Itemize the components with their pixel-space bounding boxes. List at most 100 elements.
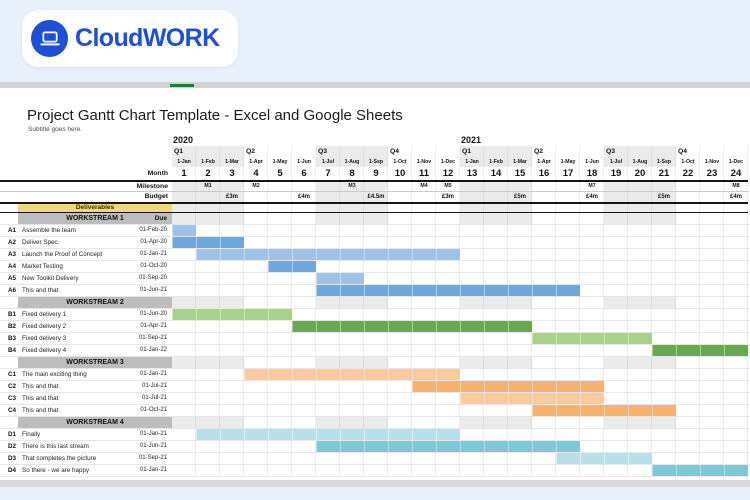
month-number-cell[interactable]: 20: [634, 168, 646, 179]
month-number-cell[interactable]: 9: [373, 168, 379, 179]
month-number-cell[interactable]: 10: [394, 168, 406, 179]
year-label[interactable]: 2021: [461, 135, 482, 145]
budget-cell[interactable]: £4m: [729, 193, 742, 200]
month-label[interactable]: 1-Apr: [249, 159, 263, 165]
month-number-cell[interactable]: 3: [229, 168, 235, 179]
quarter-label[interactable]: Q2: [246, 148, 256, 155]
task-due-date[interactable]: 01-Jan-21: [139, 371, 167, 377]
gantt-bar[interactable]: [244, 369, 460, 380]
task-due-date[interactable]: 01-Sep-21: [138, 455, 167, 461]
task-due-date[interactable]: 01-Jul-21: [141, 395, 167, 401]
year-label[interactable]: 2020: [173, 135, 194, 145]
gantt-bar[interactable]: [460, 393, 604, 404]
month-label[interactable]: 1-Jul: [321, 159, 335, 165]
month-label[interactable]: 1-Apr: [537, 159, 551, 165]
month-label[interactable]: 1-Dec: [728, 159, 744, 165]
month-label[interactable]: 1-Oct: [393, 159, 407, 165]
gantt-bar[interactable]: [172, 237, 244, 248]
month-label[interactable]: 1-May: [272, 159, 288, 165]
month-number-cell[interactable]: 1: [181, 168, 187, 179]
gantt-bar[interactable]: [652, 465, 748, 476]
milestone-cell[interactable]: M7: [588, 183, 596, 190]
month-number-cell[interactable]: 12: [442, 168, 454, 179]
gantt-bar[interactable]: [172, 225, 196, 236]
task-name[interactable]: Fixed delivery 4: [22, 346, 67, 354]
quarter-label[interactable]: Q1: [462, 148, 472, 155]
month-number-cell[interactable]: 4: [253, 168, 259, 179]
month-number-cell[interactable]: 2: [205, 168, 211, 179]
month-label[interactable]: 1-Nov: [416, 159, 432, 165]
quarter-label[interactable]: Q2: [534, 148, 544, 155]
gantt-bar[interactable]: [196, 249, 460, 260]
month-number-cell[interactable]: 23: [706, 168, 718, 179]
task-due-date[interactable]: 01-Feb-20: [139, 227, 167, 233]
task-due-date[interactable]: 01-Jan-22: [139, 347, 167, 353]
milestone-cell[interactable]: M2: [252, 183, 260, 190]
month-label[interactable]: 1-Sep: [656, 159, 672, 165]
budget-cell[interactable]: £5m: [513, 193, 526, 200]
task-due-date[interactable]: 01-Jan-21: [139, 431, 167, 437]
month-number-cell[interactable]: 11: [418, 168, 430, 179]
task-name[interactable]: The main exciting thing: [22, 370, 87, 378]
task-name[interactable]: This and that: [22, 382, 59, 390]
gantt-bar[interactable]: [292, 321, 532, 332]
task-due-date[interactable]: 01-Jan-21: [139, 251, 167, 257]
gantt-bar[interactable]: [652, 345, 748, 356]
gantt-bar[interactable]: [196, 429, 460, 440]
month-label[interactable]: 1-Jan: [465, 159, 479, 165]
quarter-label[interactable]: Q1: [174, 148, 184, 155]
budget-cell[interactable]: £4m: [585, 193, 598, 200]
task-due-date[interactable]: 01-Oct-21: [140, 407, 167, 413]
budget-cell[interactable]: £4m: [297, 193, 310, 200]
quarter-label[interactable]: Q3: [318, 148, 328, 155]
month-number-cell[interactable]: 21: [658, 168, 670, 179]
task-name[interactable]: Finally: [22, 430, 41, 438]
budget-cell[interactable]: £3m: [441, 193, 454, 200]
month-number-cell[interactable]: 6: [301, 168, 307, 179]
month-label[interactable]: 1-Jul: [609, 159, 623, 165]
task-due-date[interactable]: 01-Jun-21: [139, 443, 167, 449]
task-name[interactable]: This and that: [22, 406, 59, 414]
budget-cell[interactable]: £5m: [657, 193, 670, 200]
cloudwork-logo[interactable]: CloudWORK: [22, 10, 238, 67]
task-due-date[interactable]: 01-Sep-21: [138, 335, 167, 341]
task-name[interactable]: Deliver Spec.: [22, 238, 60, 246]
task-name[interactable]: That completes the picture: [22, 454, 97, 462]
month-number-cell[interactable]: 5: [277, 168, 283, 179]
workstream-label[interactable]: WORKSTREAM 2: [18, 296, 172, 308]
month-label[interactable]: 1-Mar: [513, 159, 527, 165]
gantt-bar[interactable]: [412, 381, 604, 392]
month-label[interactable]: 1-Oct: [681, 159, 695, 165]
month-label[interactable]: 1-Sep: [368, 159, 384, 165]
task-name[interactable]: So there - we are happy: [22, 466, 90, 474]
month-label[interactable]: 1-Dec: [440, 159, 456, 165]
task-due-date[interactable]: 01-Jun-20: [139, 311, 167, 317]
task-name[interactable]: Assemble the team: [22, 226, 76, 234]
month-label[interactable]: 1-Nov: [704, 159, 720, 165]
task-due-date[interactable]: 01-Jul-21: [141, 383, 167, 389]
month-number-cell[interactable]: 16: [538, 168, 550, 179]
gantt-bar[interactable]: [556, 453, 652, 464]
month-number-cell[interactable]: 7: [325, 168, 331, 179]
month-label[interactable]: 1-Jun: [585, 159, 599, 165]
gantt-bar[interactable]: [316, 285, 580, 296]
gantt-bar[interactable]: [532, 333, 652, 344]
month-number-cell[interactable]: 15: [514, 168, 526, 179]
month-number-cell[interactable]: 13: [466, 168, 478, 179]
task-name[interactable]: Fixed delivery 3: [22, 334, 67, 342]
budget-cell[interactable]: £4.5m: [367, 193, 385, 200]
month-label[interactable]: 1-May: [560, 159, 576, 165]
quarter-label[interactable]: Q3: [606, 148, 616, 155]
task-name[interactable]: Launch the Proof of Concept: [22, 250, 103, 258]
task-due-date[interactable]: 01-Apr-20: [140, 239, 167, 245]
month-label[interactable]: 1-Jun: [297, 159, 311, 165]
task-name[interactable]: Fixed delivery 1: [22, 310, 67, 318]
month-label[interactable]: 1-Feb: [201, 159, 215, 165]
month-number-cell[interactable]: 19: [610, 168, 622, 179]
milestone-cell[interactable]: M8: [732, 183, 740, 190]
task-name[interactable]: This and that: [22, 394, 59, 402]
task-due-date[interactable]: 01-Jun-21: [139, 287, 167, 293]
month-label[interactable]: 1-Aug: [632, 159, 648, 165]
task-name[interactable]: There is this last stream: [22, 442, 89, 450]
quarter-label[interactable]: Q4: [390, 148, 400, 155]
